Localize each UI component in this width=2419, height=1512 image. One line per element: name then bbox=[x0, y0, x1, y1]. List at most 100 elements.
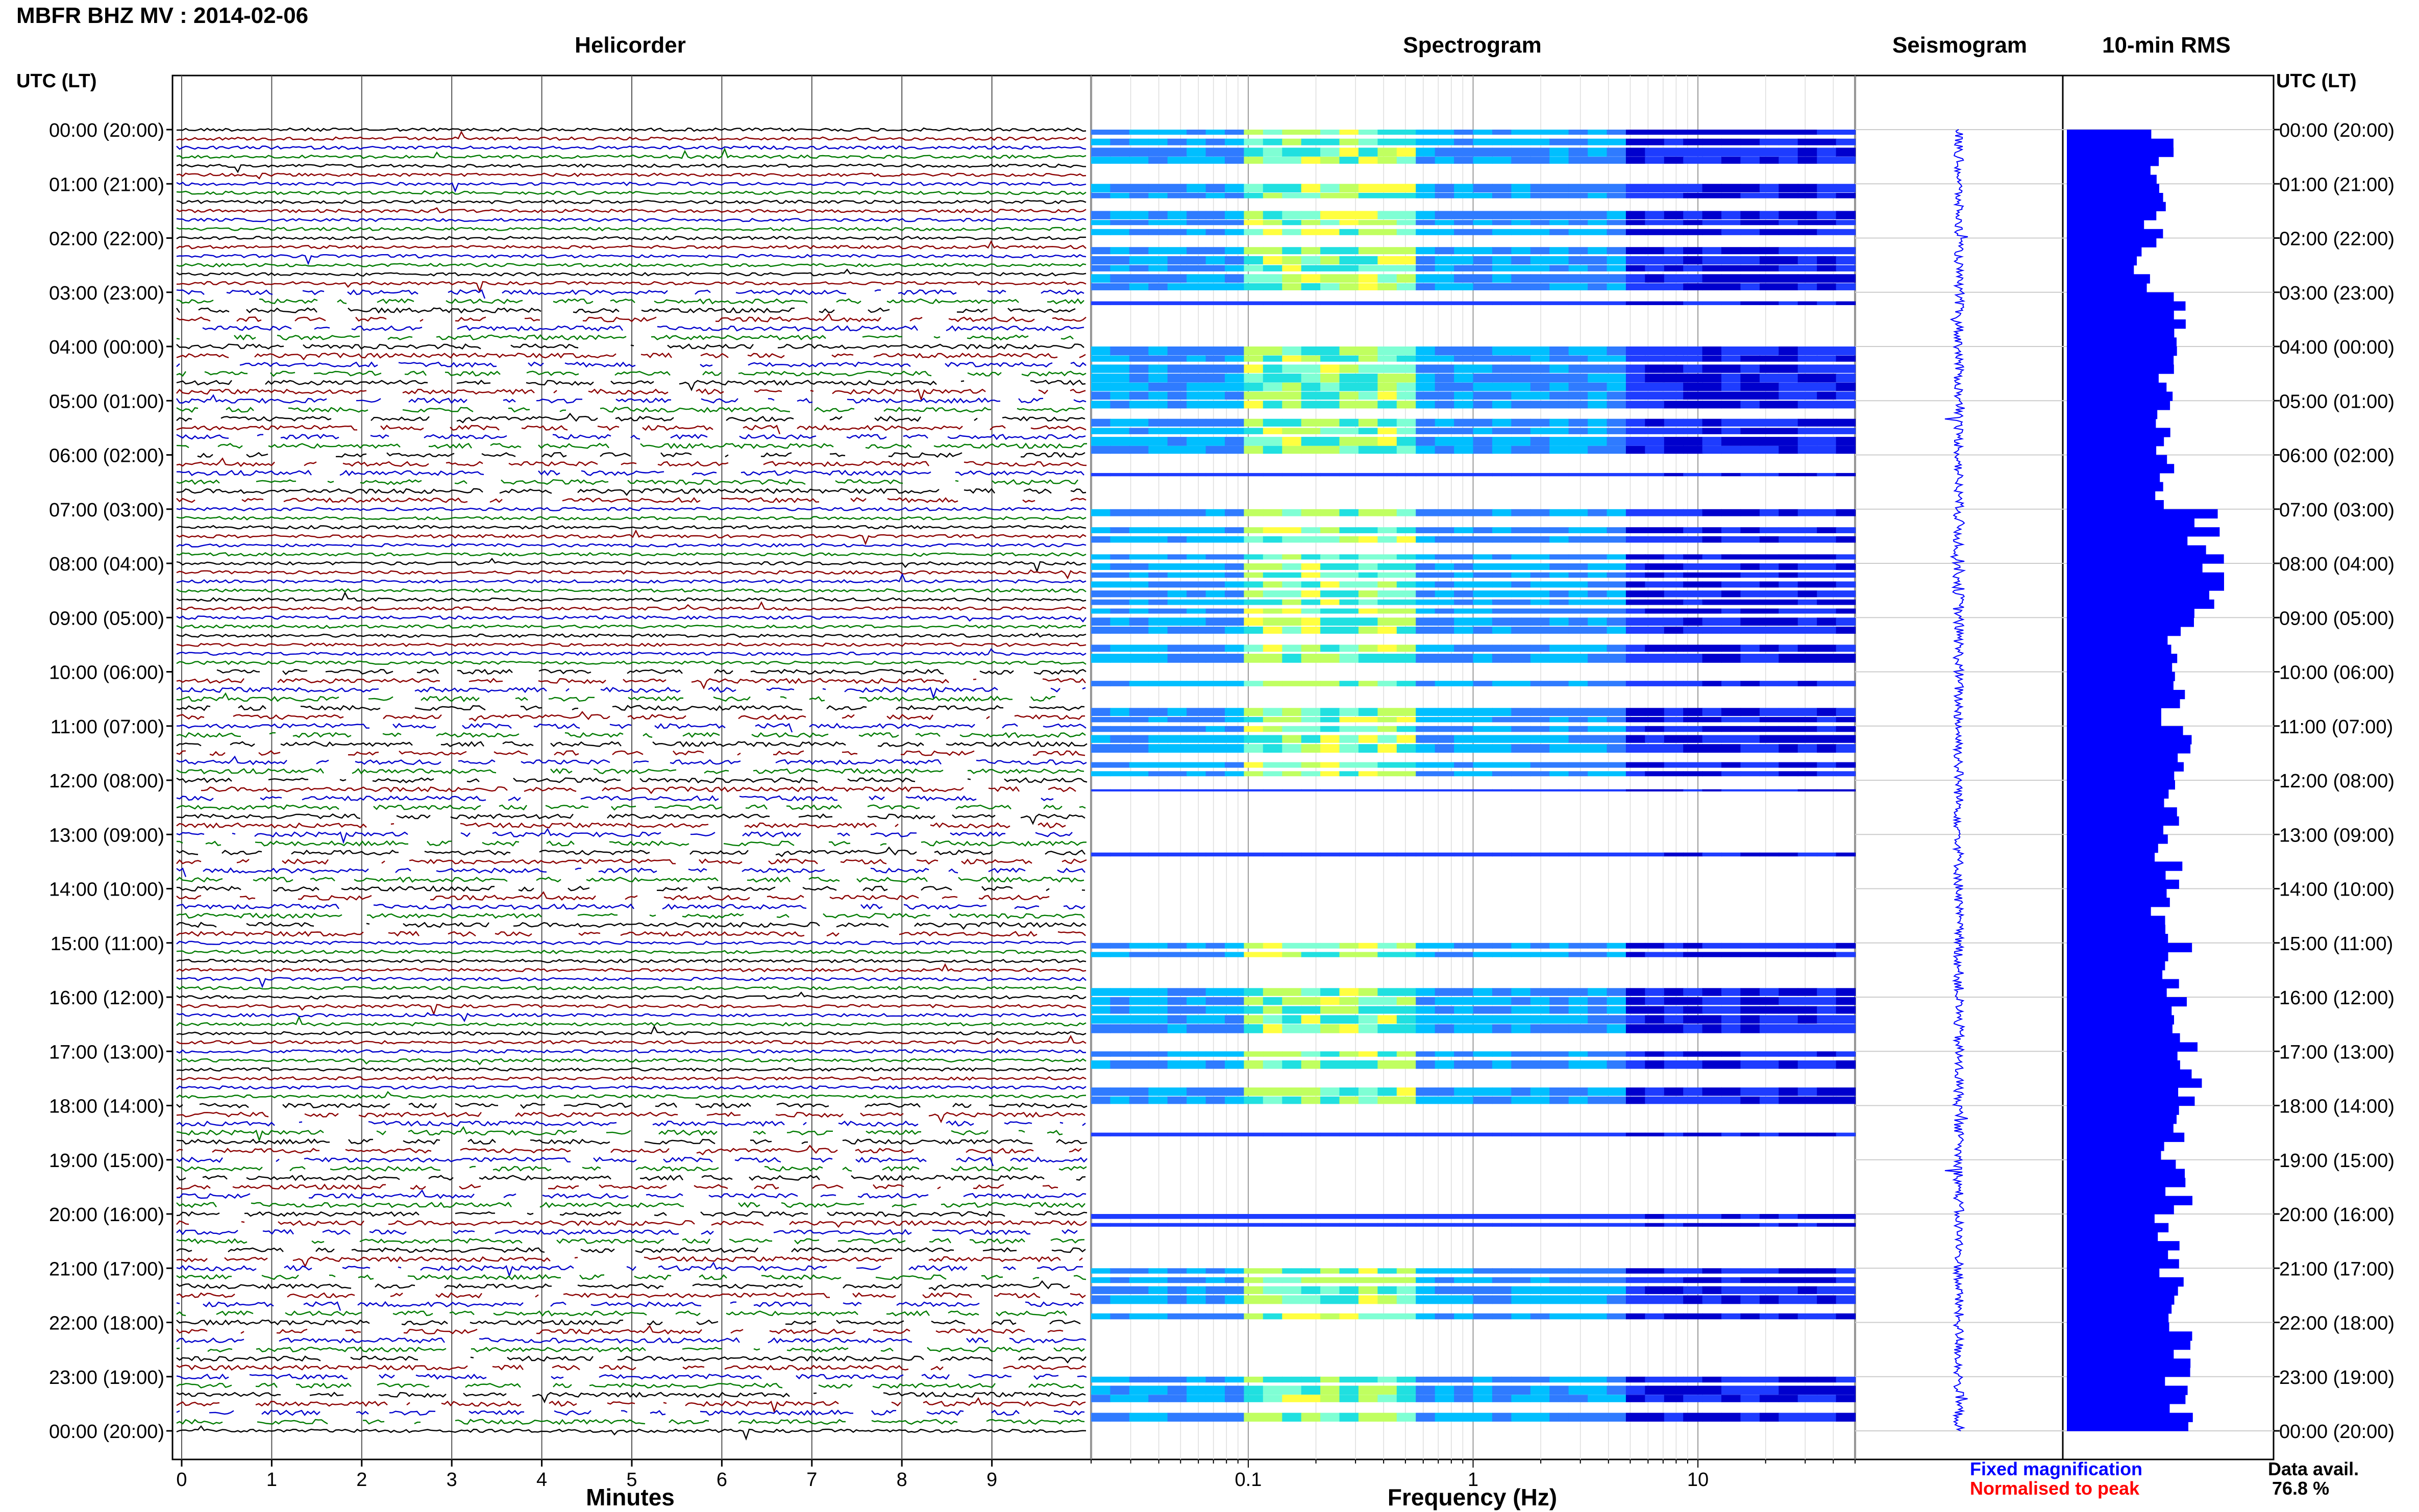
spectrogram-cell bbox=[1836, 943, 1856, 949]
spectrogram-cell bbox=[1588, 1286, 1608, 1294]
spectrogram-cell bbox=[1263, 599, 1283, 605]
spectrogram-cell bbox=[1740, 590, 1760, 598]
spectrogram-cell bbox=[1263, 627, 1283, 634]
spectrogram-cell bbox=[1377, 617, 1397, 626]
spectrogram-cell bbox=[1530, 1277, 1550, 1283]
spectrogram-cell bbox=[1721, 627, 1741, 634]
spectrogram-cell bbox=[1301, 1015, 1321, 1024]
spectrogram-cell bbox=[1454, 418, 1474, 427]
spectrogram-cell bbox=[1129, 1277, 1149, 1283]
helicorder-trace bbox=[176, 268, 1087, 277]
spectrogram-cell bbox=[1607, 1313, 1626, 1320]
spectrogram-cell bbox=[1110, 355, 1130, 362]
spectrogram-cell bbox=[1435, 1295, 1455, 1304]
helicorder-trace bbox=[176, 903, 1085, 910]
spectrogram-cell bbox=[1205, 1051, 1225, 1057]
spectrogram-cell bbox=[1721, 590, 1741, 598]
spectrogram-cell bbox=[1244, 1286, 1264, 1294]
spectrogram-cell bbox=[1779, 437, 1798, 446]
spectrogram-cell bbox=[1568, 1006, 1588, 1014]
spectrogram-cell bbox=[1129, 364, 1149, 373]
spectrogram-cell bbox=[1187, 211, 1206, 219]
spectrogram-cell bbox=[1282, 1385, 1302, 1395]
spectrogram-cell bbox=[1110, 445, 1130, 454]
helicorder-trace bbox=[176, 615, 1087, 623]
helicorder-trace bbox=[197, 452, 1085, 458]
spectrogram-cell bbox=[1282, 301, 1302, 305]
spectrogram-cell bbox=[1244, 301, 1264, 305]
spectrogram-cell bbox=[1454, 735, 1474, 743]
helicorder-trace bbox=[176, 1025, 1087, 1036]
spectrogram-cell bbox=[1205, 762, 1225, 768]
spectrogram-cell bbox=[1473, 138, 1493, 145]
spectrogram-cell bbox=[1664, 418, 1684, 427]
spectrogram-cell bbox=[1167, 943, 1188, 949]
spectrogram-cell bbox=[1148, 654, 1168, 663]
spectrogram-cell bbox=[1664, 590, 1684, 598]
spectrogram-cell bbox=[1721, 527, 1741, 533]
spectrogram-cell bbox=[1568, 193, 1588, 199]
rms-bar bbox=[2067, 1196, 2192, 1205]
spectrogram-cell bbox=[1339, 391, 1359, 400]
spectrogram-cell bbox=[1187, 1024, 1206, 1033]
helicorder-trace bbox=[201, 786, 1076, 795]
spectrogram-cell bbox=[1721, 572, 1741, 578]
spectrogram-cell bbox=[1454, 952, 1474, 957]
spectrogram-cell bbox=[1225, 645, 1245, 652]
rms-bar bbox=[2067, 925, 2165, 934]
spectrogram-cell bbox=[1377, 1096, 1397, 1104]
spectrogram-cell bbox=[1588, 735, 1608, 743]
spectrogram-cell bbox=[1588, 428, 1608, 434]
spectrogram-cell bbox=[1225, 726, 1245, 732]
time-tick-left: 11:00 (07:00) bbox=[51, 716, 164, 738]
spectrogram-cell bbox=[1167, 157, 1188, 164]
spectrogram-cell bbox=[1492, 130, 1512, 135]
helicorder-trace bbox=[176, 334, 1074, 341]
spectrogram-cell bbox=[1396, 346, 1417, 356]
spectrogram-cell bbox=[1797, 138, 1818, 145]
spectrogram-cell bbox=[1836, 509, 1856, 516]
rms-bar bbox=[2067, 1422, 2188, 1431]
spectrogram-cell bbox=[1167, 527, 1188, 533]
spectrogram-cell bbox=[1779, 581, 1798, 588]
spectrogram-cell bbox=[1664, 1313, 1684, 1320]
helicorder-trace bbox=[216, 668, 1087, 676]
helicorder-trace bbox=[176, 1220, 1087, 1228]
spectrogram-cell bbox=[1492, 645, 1512, 652]
rms-bar bbox=[2067, 1277, 2184, 1287]
spectrogram-cell bbox=[1110, 391, 1130, 400]
spectrogram-cell bbox=[1797, 382, 1818, 391]
spectrogram-cell bbox=[1664, 572, 1684, 578]
spectrogram-cell bbox=[1320, 852, 1340, 857]
spectrogram-cell bbox=[1645, 789, 1665, 791]
spectrogram-cell bbox=[1797, 590, 1818, 598]
spectrogram-cell bbox=[1511, 1268, 1531, 1274]
spectrogram-cell bbox=[1568, 1286, 1588, 1294]
spectrogram-cell bbox=[1797, 617, 1818, 626]
spectrogram-cell bbox=[1263, 789, 1283, 791]
spectrogram-cell bbox=[1530, 1060, 1550, 1069]
spectrogram-cell bbox=[1568, 1385, 1588, 1395]
spectrogram-cell bbox=[1339, 1214, 1359, 1219]
spectrogram-cell bbox=[1129, 563, 1149, 570]
spectrogram-cell bbox=[1664, 943, 1684, 949]
spectrogram-cell bbox=[1511, 1295, 1531, 1304]
spectrogram-cell bbox=[1568, 852, 1588, 857]
spectrogram-cell bbox=[1225, 418, 1245, 427]
spectrogram-cell bbox=[1454, 1024, 1474, 1033]
spectrogram-cell bbox=[1549, 789, 1569, 791]
spectrogram-cell bbox=[1473, 654, 1493, 663]
spectrogram-cell bbox=[1282, 283, 1302, 290]
rms-bar bbox=[2067, 165, 2151, 176]
spectrogram-cell bbox=[1205, 274, 1225, 283]
spectrogram-cell bbox=[1607, 1395, 1626, 1402]
spectrogram-cell bbox=[1836, 536, 1856, 543]
spectrogram-cell bbox=[1358, 572, 1378, 578]
spectrogram-cell bbox=[1588, 1006, 1608, 1014]
spectrogram-cell bbox=[1625, 1060, 1646, 1069]
spectrogram-cell bbox=[1416, 617, 1436, 626]
spectrogram-cell bbox=[1588, 1385, 1608, 1395]
spectrogram-cell bbox=[1282, 1060, 1302, 1069]
spectrogram-cell bbox=[1530, 645, 1550, 652]
spectrogram-cell bbox=[1454, 428, 1474, 434]
